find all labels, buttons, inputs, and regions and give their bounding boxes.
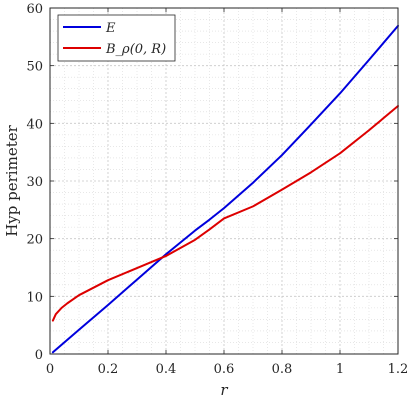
y-tick-label: 40 <box>26 117 43 132</box>
x-tick-label: 0 <box>46 362 54 377</box>
x-tick-label: 0.2 <box>98 362 119 377</box>
x-tick-label: 0.8 <box>272 362 293 377</box>
y-tick-label: 30 <box>26 175 43 190</box>
x-tick-label: 1.2 <box>388 362 408 377</box>
x-tick-label: 1 <box>336 362 344 377</box>
y-axis-title: Hyp perimeter <box>3 124 21 236</box>
y-tick-label: 20 <box>26 233 43 248</box>
legend-label-b-rho: B_ρ(0, R) <box>105 42 166 57</box>
y-tick-label: 10 <box>26 290 43 305</box>
series-layer <box>51 24 399 354</box>
x-tick-label: 0.6 <box>214 362 235 377</box>
series-line-b-rho <box>51 105 399 322</box>
x-axis-title: r <box>220 381 228 399</box>
x-tick-label: 0.4 <box>156 362 177 377</box>
y-tick-label: 0 <box>35 348 43 363</box>
ticks <box>49 7 399 355</box>
series-line-e <box>51 24 399 354</box>
y-tick-labels: 0 10 20 30 40 50 60 <box>26 2 43 363</box>
y-tick-label: 60 <box>26 2 43 17</box>
x-tick-labels: 0 0.2 0.4 0.6 0.8 1 1.2 <box>46 362 408 377</box>
legend-box <box>57 14 176 62</box>
legend: E B_ρ(0, R) <box>57 14 176 62</box>
legend-label-e: E <box>105 21 116 36</box>
y-tick-label: 50 <box>26 60 43 75</box>
